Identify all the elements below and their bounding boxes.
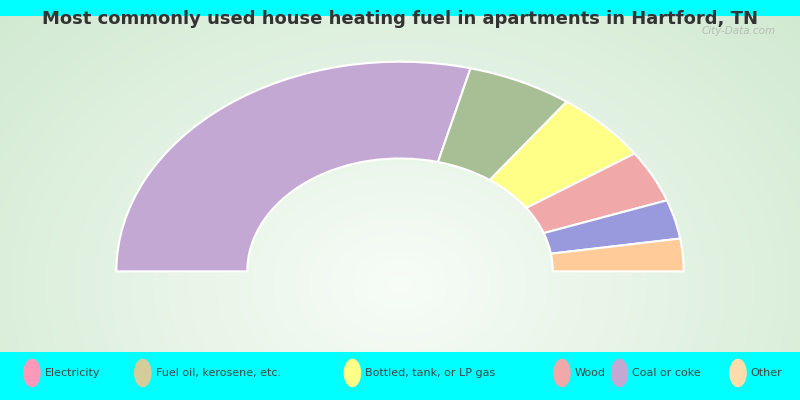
Text: Most commonly used house heating fuel in apartments in Hartford, TN: Most commonly used house heating fuel in… <box>42 10 758 28</box>
Wedge shape <box>490 102 634 208</box>
Text: City-Data.com: City-Data.com <box>702 26 776 36</box>
Text: Other: Other <box>750 368 782 378</box>
Ellipse shape <box>23 359 41 387</box>
Wedge shape <box>116 62 470 271</box>
Wedge shape <box>551 238 684 271</box>
Wedge shape <box>544 200 680 254</box>
Text: Electricity: Electricity <box>45 368 100 378</box>
Text: Wood: Wood <box>575 368 606 378</box>
Ellipse shape <box>344 359 362 387</box>
Text: Bottled, tank, or LP gas: Bottled, tank, or LP gas <box>365 368 495 378</box>
Wedge shape <box>438 68 566 180</box>
Ellipse shape <box>134 359 152 387</box>
Ellipse shape <box>611 359 629 387</box>
Wedge shape <box>526 154 667 233</box>
Text: Fuel oil, kerosene, etc.: Fuel oil, kerosene, etc. <box>155 368 281 378</box>
Ellipse shape <box>730 359 747 387</box>
Ellipse shape <box>554 359 570 387</box>
Text: Coal or coke: Coal or coke <box>632 368 701 378</box>
